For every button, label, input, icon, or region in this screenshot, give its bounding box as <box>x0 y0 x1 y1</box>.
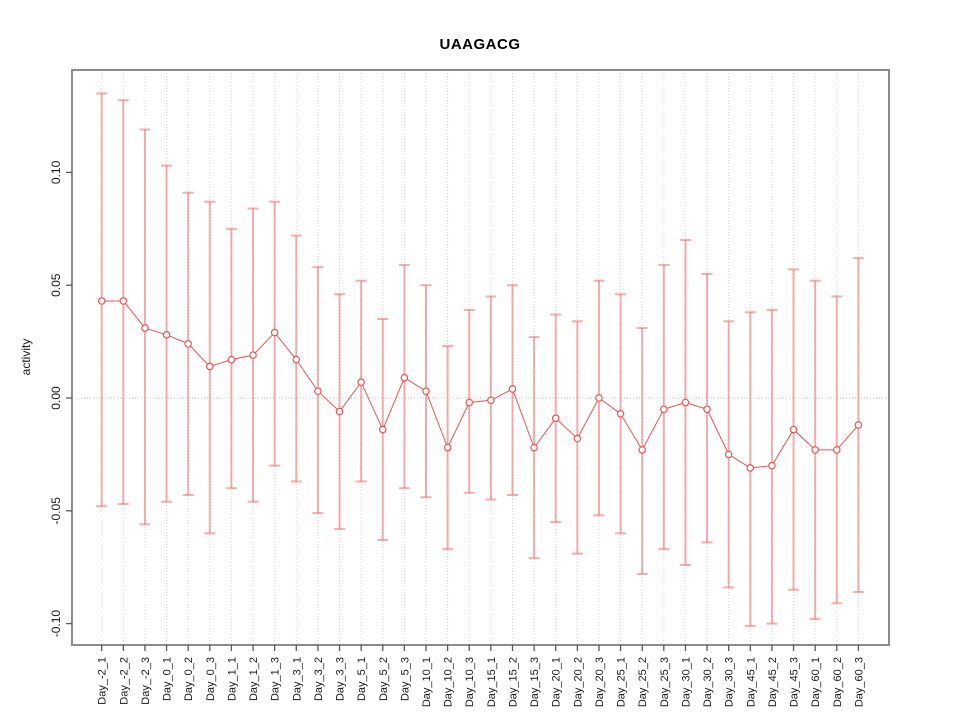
data-point-marker <box>854 421 863 429</box>
x-tick-label: Day_10_1 <box>421 657 433 707</box>
x-tick-label: Day_60_3 <box>853 657 865 707</box>
data-point-marker <box>162 331 171 339</box>
x-tick-label: Day_20_3 <box>594 657 606 707</box>
x-tick-label: Day_10_2 <box>443 657 455 707</box>
x-tick-label: Day_30_3 <box>724 657 736 707</box>
data-point-marker <box>314 387 322 396</box>
data-point-marker <box>119 297 128 305</box>
y-tick-label: 0.05 <box>49 273 63 297</box>
data-point-marker <box>811 446 819 454</box>
x-tick-label: Day_5_3 <box>399 657 411 701</box>
data-point-marker <box>616 409 625 418</box>
data-point-marker <box>400 373 409 382</box>
y-tick-label: 0.00 <box>49 386 63 410</box>
plot-box <box>71 69 890 646</box>
data-point-marker <box>249 351 257 359</box>
x-tick-label: Day_15_3 <box>529 657 541 707</box>
data-point-marker <box>335 407 344 416</box>
x-tick-label: Day_25_1 <box>616 657 628 707</box>
x-tick-label: Day_15_2 <box>507 657 519 707</box>
x-tick-label: Day_30_1 <box>680 657 692 707</box>
x-tick-label: Day_25_2 <box>637 657 649 707</box>
x-tick-label: Day_0_1 <box>162 657 174 701</box>
data-point-marker <box>227 355 236 364</box>
x-tick-label: Day_-2_3 <box>140 657 152 705</box>
x-tick-label: Day_3_3 <box>335 657 347 701</box>
data-point-marker <box>595 394 603 402</box>
data-point-marker <box>508 385 517 393</box>
x-tick-label: Day_-2_1 <box>97 657 109 705</box>
data-point-marker <box>141 324 149 332</box>
data-point-marker <box>530 443 538 452</box>
data-point-marker <box>206 362 214 371</box>
y-tick-label: 0.10 <box>49 160 63 184</box>
data-point-marker <box>487 396 495 405</box>
data-point-marker <box>703 405 711 414</box>
data-point-marker <box>270 328 279 337</box>
chart-title: UAAGACG <box>439 36 521 53</box>
x-tick-label: Day_10_3 <box>464 657 476 707</box>
data-point-marker <box>789 425 798 434</box>
data-point-marker <box>378 425 387 434</box>
x-tick-label: Day_0_2 <box>183 657 195 701</box>
data-point-marker <box>724 450 733 459</box>
series-line <box>101 300 859 469</box>
data-point-marker <box>832 446 841 454</box>
data-point-marker <box>551 414 560 423</box>
data-point-marker <box>97 297 106 305</box>
x-tick-label: Day_15_1 <box>486 657 498 707</box>
data-point-marker <box>292 355 301 364</box>
x-tick-label: Day_45_1 <box>745 657 757 707</box>
data-point-marker <box>422 387 430 396</box>
data-point-marker <box>465 398 474 407</box>
x-tick-label: Day_45_3 <box>789 657 801 707</box>
x-tick-label: Day_60_1 <box>810 657 822 707</box>
data-point-marker <box>768 461 776 470</box>
y-tick-label: -0.05 <box>49 497 63 525</box>
x-tick-label: Day_5_1 <box>356 657 368 701</box>
x-tick-label: Day_-2_2 <box>118 657 130 705</box>
data-point-marker <box>573 434 582 443</box>
x-tick-label: Day_1_1 <box>226 657 238 701</box>
x-tick-label: Day_1_2 <box>248 657 260 701</box>
x-tick-label: Day_3_1 <box>291 657 303 701</box>
data-point-marker <box>357 378 365 387</box>
data-point-marker <box>184 340 192 348</box>
y-tick-label: -0.10 <box>49 610 63 638</box>
data-point-marker <box>443 443 452 452</box>
x-tick-label: Day_0_3 <box>205 657 217 701</box>
data-point-marker <box>638 446 647 454</box>
x-tick-label: Day_30_2 <box>702 657 714 707</box>
x-tick-label: Day_60_2 <box>832 657 844 707</box>
x-tick-label: Day_1_3 <box>270 657 282 701</box>
x-tick-label: Day_45_2 <box>767 657 779 707</box>
data-point-marker <box>746 464 755 472</box>
x-tick-label: Day_3_2 <box>313 657 325 701</box>
x-tick-label: Day_5_2 <box>378 657 390 701</box>
x-tick-label: Day_25_3 <box>659 657 671 707</box>
x-tick-label: Day_20_1 <box>551 657 563 707</box>
data-point-marker <box>681 398 690 407</box>
data-point-marker <box>660 405 668 414</box>
x-tick-label: Day_20_2 <box>572 657 584 707</box>
